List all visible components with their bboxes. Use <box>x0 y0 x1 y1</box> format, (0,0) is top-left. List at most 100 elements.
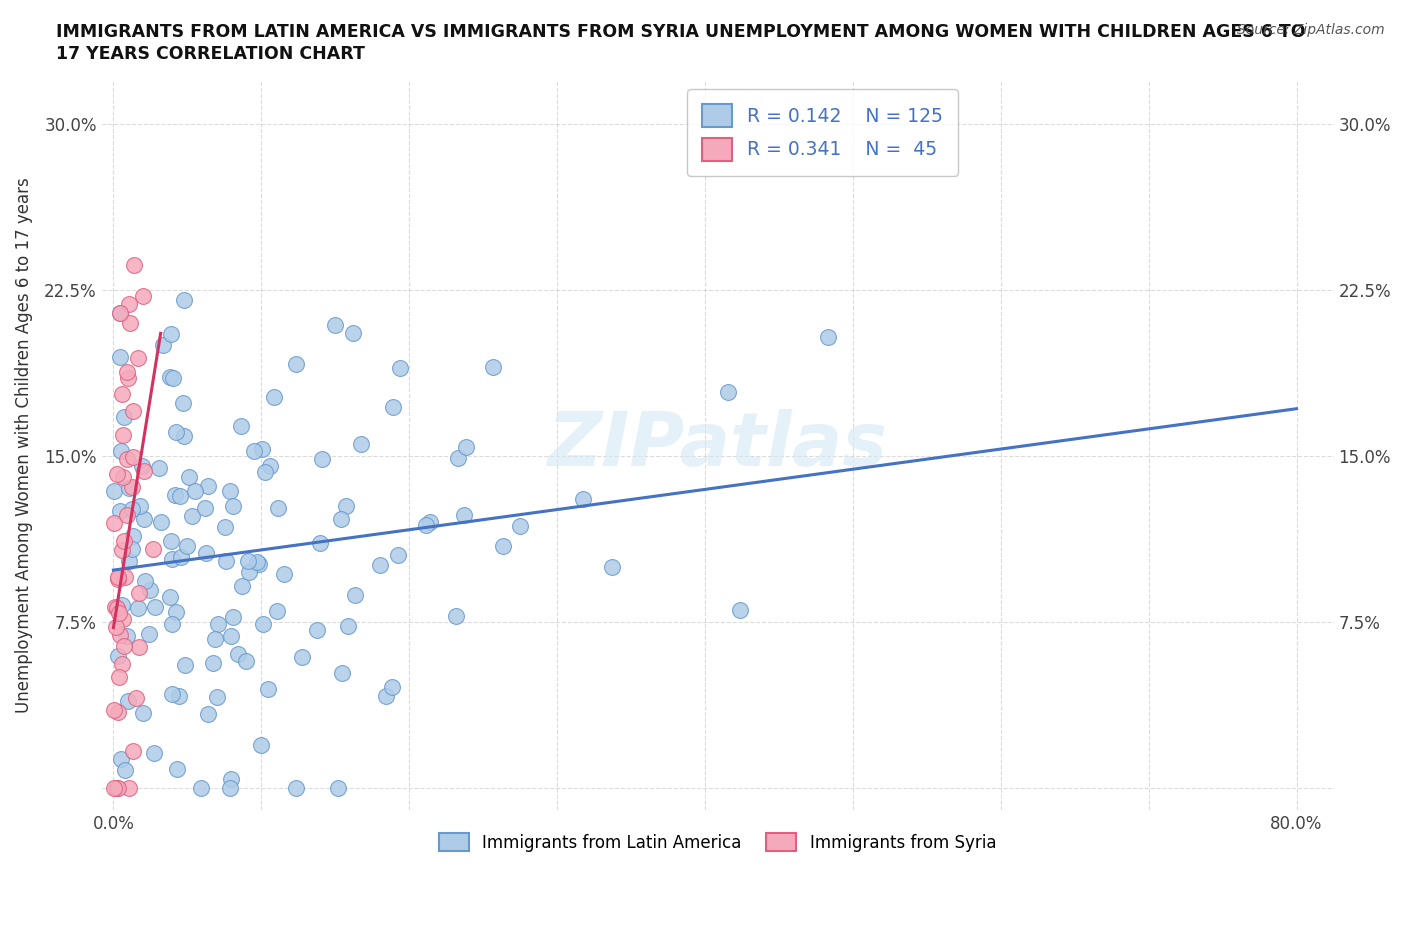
Point <box>162 371 184 386</box>
Point <box>128 585 150 600</box>
Point <box>105 601 128 616</box>
Point <box>389 361 412 376</box>
Point <box>219 771 242 786</box>
Point <box>110 752 132 767</box>
Point <box>173 292 195 307</box>
Point <box>325 317 347 332</box>
Point <box>267 501 290 516</box>
Point <box>183 484 205 498</box>
Point <box>172 395 194 410</box>
Point <box>103 484 125 498</box>
Point <box>115 629 138 644</box>
Point <box>387 547 409 562</box>
Point <box>125 691 148 706</box>
Point <box>342 326 364 340</box>
Point <box>160 687 183 702</box>
Point <box>111 657 134 671</box>
Point <box>108 350 131 365</box>
Point <box>118 554 141 569</box>
Point <box>456 439 478 454</box>
Point <box>381 679 404 694</box>
Point <box>344 588 367 603</box>
Point <box>107 648 129 663</box>
Point <box>110 444 132 458</box>
Point <box>509 518 531 533</box>
Point <box>132 463 155 478</box>
Point <box>122 744 145 759</box>
Point <box>117 365 139 379</box>
Point <box>176 539 198 554</box>
Point <box>247 557 270 572</box>
Point <box>600 560 623 575</box>
Legend: Immigrants from Latin America, Immigrants from Syria: Immigrants from Latin America, Immigrant… <box>430 825 1005 860</box>
Point <box>107 569 129 584</box>
Point <box>115 452 138 467</box>
Point <box>163 487 186 502</box>
Point <box>128 639 150 654</box>
Point <box>219 780 242 795</box>
Point <box>250 442 273 457</box>
Point <box>170 550 193 565</box>
Point <box>263 390 285 405</box>
Point <box>118 780 141 795</box>
Point <box>284 356 307 371</box>
Point <box>250 737 273 752</box>
Point <box>160 326 183 341</box>
Point <box>207 617 229 631</box>
Point <box>730 603 752 618</box>
Point <box>273 566 295 581</box>
Point <box>308 536 330 551</box>
Point <box>148 461 170 476</box>
Point <box>105 780 128 795</box>
Point <box>107 605 129 620</box>
Point <box>197 479 219 494</box>
Point <box>195 546 218 561</box>
Point <box>181 509 204 524</box>
Point <box>122 258 145 272</box>
Point <box>131 458 153 473</box>
Point <box>330 665 353 680</box>
Point <box>107 670 129 684</box>
Point <box>111 470 134 485</box>
Point <box>149 514 172 529</box>
Point <box>138 583 160 598</box>
Point <box>103 702 125 717</box>
Point <box>103 516 125 531</box>
Point <box>336 618 359 633</box>
Point <box>111 428 134 443</box>
Point <box>160 551 183 566</box>
Point <box>453 508 475 523</box>
Point <box>374 689 396 704</box>
Point <box>111 597 134 612</box>
Point <box>117 693 139 708</box>
Point <box>231 578 253 593</box>
Point <box>229 418 252 433</box>
Point <box>256 682 278 697</box>
Point <box>122 404 145 418</box>
Point <box>121 480 143 495</box>
Point <box>105 601 128 616</box>
Point <box>105 780 128 795</box>
Point <box>328 780 350 795</box>
Point <box>235 654 257 669</box>
Point <box>129 498 152 513</box>
Point <box>160 617 183 631</box>
Point <box>419 515 441 530</box>
Point <box>238 565 260 579</box>
Point <box>122 450 145 465</box>
Point <box>121 502 143 517</box>
Point <box>246 554 269 569</box>
Point <box>152 338 174 352</box>
Point <box>159 590 181 604</box>
Point <box>107 780 129 795</box>
Point <box>169 488 191 503</box>
Point <box>143 600 166 615</box>
Point <box>132 288 155 303</box>
Point <box>382 400 405 415</box>
Point <box>112 533 135 548</box>
Point <box>166 762 188 777</box>
Point <box>122 528 145 543</box>
Point <box>253 464 276 479</box>
Point <box>107 705 129 720</box>
Point <box>572 492 595 507</box>
